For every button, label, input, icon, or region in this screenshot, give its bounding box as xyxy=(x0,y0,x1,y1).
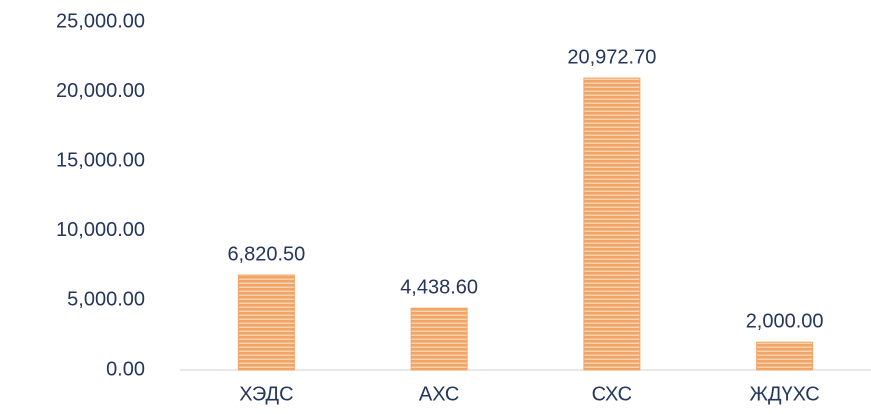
bar xyxy=(237,274,295,371)
x-tick-label: ХЭДС xyxy=(239,383,293,405)
bar xyxy=(410,307,468,371)
y-tick-label: 25,000.00 xyxy=(56,10,145,32)
x-tick-label: ЖДҮХС xyxy=(749,383,819,405)
y-tick-label: 15,000.00 xyxy=(56,149,145,171)
bar xyxy=(583,77,641,371)
value-label: 6,820.50 xyxy=(227,243,305,265)
bar xyxy=(756,341,814,371)
x-tick-label: АХС xyxy=(419,383,459,405)
y-tick-label: 5,000.00 xyxy=(67,289,145,311)
value-label: 4,438.60 xyxy=(400,276,478,298)
x-tick-label: СХС xyxy=(592,383,632,405)
value-label: 20,972.70 xyxy=(567,46,656,68)
y-tick-label: 20,000.00 xyxy=(56,80,145,102)
value-label: 2,000.00 xyxy=(746,310,824,332)
y-tick-label: 0.00 xyxy=(106,358,145,380)
y-tick-label: 10,000.00 xyxy=(56,219,145,241)
